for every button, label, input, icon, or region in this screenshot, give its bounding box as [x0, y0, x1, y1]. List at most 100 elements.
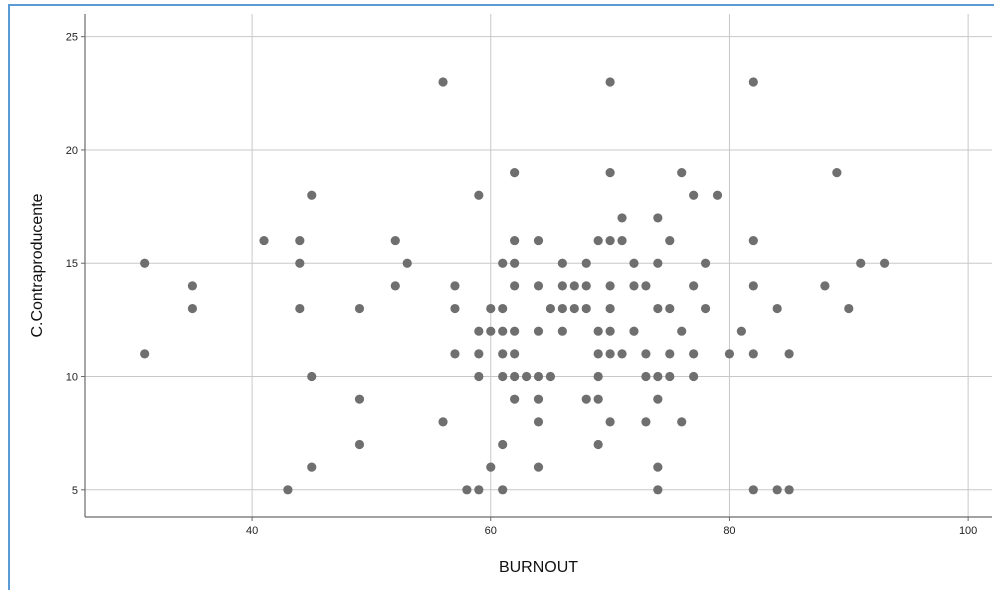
data-point	[665, 235, 675, 246]
data-point	[354, 394, 365, 404]
data-point	[689, 371, 699, 382]
data-point	[533, 235, 544, 246]
data-point	[474, 485, 484, 495]
data-point	[748, 485, 758, 495]
data-point	[605, 349, 615, 359]
x-tick-label: 60	[485, 525, 497, 537]
data-point	[653, 258, 663, 268]
data-point	[474, 349, 484, 359]
data-point	[545, 371, 556, 382]
data-point	[665, 371, 675, 382]
data-point	[390, 281, 400, 291]
data-point	[605, 168, 615, 178]
data-point	[533, 417, 544, 427]
data-point	[772, 303, 782, 314]
data-point	[533, 462, 544, 472]
data-point	[605, 417, 615, 427]
data-point	[593, 235, 603, 246]
data-point	[438, 417, 448, 427]
data-point	[712, 190, 723, 200]
data-point	[653, 213, 663, 223]
data-point	[605, 235, 615, 246]
data-point	[498, 258, 508, 268]
data-point	[653, 303, 663, 314]
data-point	[187, 303, 198, 314]
data-point	[832, 168, 842, 178]
data-point	[498, 371, 508, 382]
data-point	[820, 281, 830, 291]
x-axis-label: BURNOUT	[499, 559, 578, 576]
data-point	[605, 77, 615, 87]
data-point	[498, 349, 508, 359]
y-tick-label: 25	[66, 32, 78, 44]
data-point	[784, 485, 794, 495]
data-point	[653, 371, 663, 382]
data-point	[677, 326, 687, 336]
data-point	[641, 371, 651, 382]
data-point	[510, 168, 520, 178]
data-point	[581, 281, 591, 291]
data-point	[641, 281, 651, 291]
data-point	[295, 235, 305, 246]
data-point	[748, 349, 758, 359]
data-point	[605, 303, 615, 314]
ticks-layer: 40 60 80 100 5 10 15 20 25	[66, 32, 978, 537]
data-point	[557, 258, 567, 268]
data-point	[617, 349, 627, 359]
data-point	[593, 439, 603, 450]
grid-layer	[85, 14, 992, 517]
data-point	[140, 349, 150, 359]
data-point	[593, 326, 603, 336]
x-tick-label: 100	[959, 525, 977, 537]
data-point	[533, 394, 544, 404]
data-point	[259, 235, 269, 246]
data-point	[140, 258, 150, 268]
data-point	[521, 371, 532, 382]
data-point	[605, 281, 615, 291]
data-point	[677, 417, 687, 427]
data-point	[510, 371, 520, 382]
y-tick-label: 20	[66, 145, 78, 157]
data-point	[557, 303, 567, 314]
data-point	[629, 326, 639, 336]
data-point	[486, 462, 496, 472]
data-point	[486, 303, 496, 314]
data-point	[450, 349, 460, 359]
data-point	[450, 281, 460, 291]
data-point	[879, 258, 890, 268]
y-tick-label: 5	[72, 485, 78, 497]
data-point	[653, 394, 663, 404]
data-point	[510, 281, 520, 291]
data-point	[665, 349, 675, 359]
data-point	[533, 326, 544, 336]
data-point	[474, 190, 484, 200]
data-point	[187, 281, 198, 291]
data-point	[474, 326, 484, 336]
y-tick-label: 15	[66, 258, 78, 270]
data-point	[354, 303, 365, 314]
data-point	[438, 77, 448, 87]
data-point	[307, 371, 317, 382]
axes-layer	[84, 14, 992, 518]
data-point	[844, 303, 854, 314]
data-point	[689, 281, 699, 291]
data-point	[510, 235, 520, 246]
data-point	[772, 485, 782, 495]
x-tick-label: 40	[246, 525, 258, 537]
data-point	[498, 326, 508, 336]
data-point	[569, 303, 579, 314]
data-point	[510, 394, 520, 404]
data-point	[354, 439, 365, 450]
data-point	[653, 485, 663, 495]
data-point	[557, 281, 567, 291]
data-point	[593, 371, 603, 382]
data-point	[700, 303, 711, 314]
data-point	[533, 371, 544, 382]
data-point	[665, 303, 675, 314]
data-point	[474, 371, 484, 382]
data-point	[629, 281, 639, 291]
data-point	[498, 303, 508, 314]
data-point	[498, 439, 508, 450]
data-point	[450, 303, 460, 314]
